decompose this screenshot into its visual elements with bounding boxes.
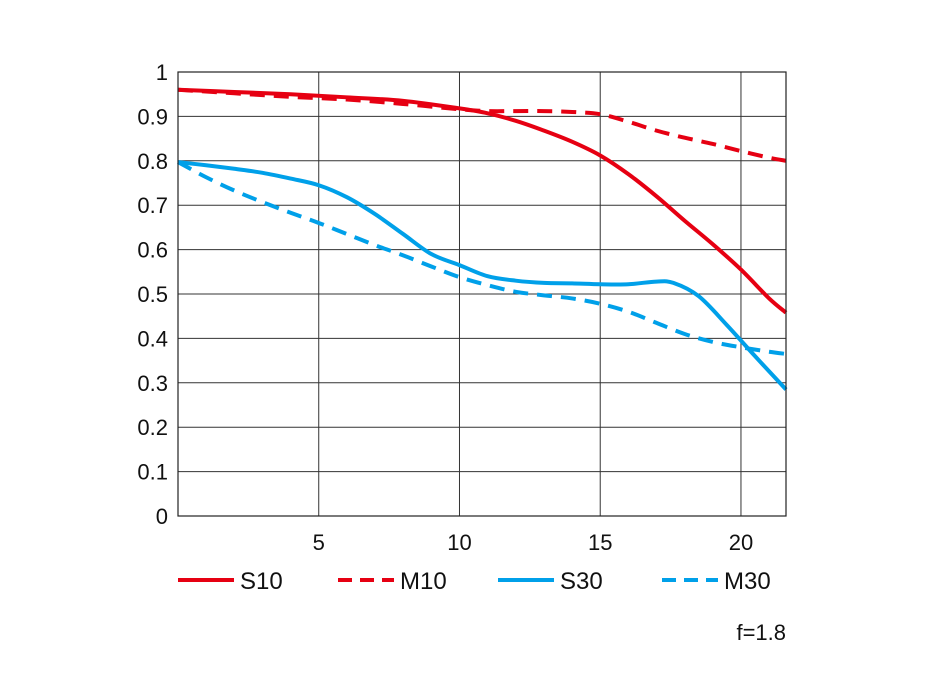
y-tick-label: 0	[156, 504, 168, 529]
y-tick-label: 0.7	[137, 193, 168, 218]
y-tick-label: 0.1	[137, 460, 168, 485]
plot-series	[177, 87, 788, 391]
x-tick-label: 5	[313, 530, 325, 555]
series-line-s10	[177, 87, 788, 315]
aperture-annotation: f=1.8	[736, 620, 786, 645]
legend: S10 M10 S30 M30	[178, 568, 771, 595]
y-tick-label: 0.2	[137, 415, 168, 440]
legend-label-s10: S10	[240, 568, 283, 595]
y-tick-label: 0.5	[137, 282, 168, 307]
x-axis-tick-labels: 5 10 15 20	[313, 530, 754, 555]
y-tick-label: 0.3	[137, 371, 168, 396]
x-tick-label: 10	[447, 530, 471, 555]
y-tick-label: 0.9	[137, 104, 168, 129]
x-tick-label: 15	[588, 530, 612, 555]
y-tick-label: 0.6	[137, 238, 168, 263]
legend-label-m30: M30	[724, 568, 771, 595]
y-tick-label: 1	[156, 60, 168, 85]
y-tick-label: 0.8	[137, 149, 168, 174]
series-line-m10	[177, 87, 787, 163]
series-line-s30	[177, 160, 788, 391]
legend-label-s30: S30	[560, 568, 603, 595]
plot-frame	[177, 71, 787, 517]
y-axis-tick-labels: 0 0.1 0.2 0.3 0.4 0.5 0.6 0.7 0.8 0.9 1	[137, 60, 168, 529]
series-line-m30	[177, 160, 787, 356]
y-tick-label: 0.4	[137, 326, 168, 351]
x-tick-label: 20	[729, 530, 753, 555]
legend-label-m10: M10	[400, 568, 447, 595]
